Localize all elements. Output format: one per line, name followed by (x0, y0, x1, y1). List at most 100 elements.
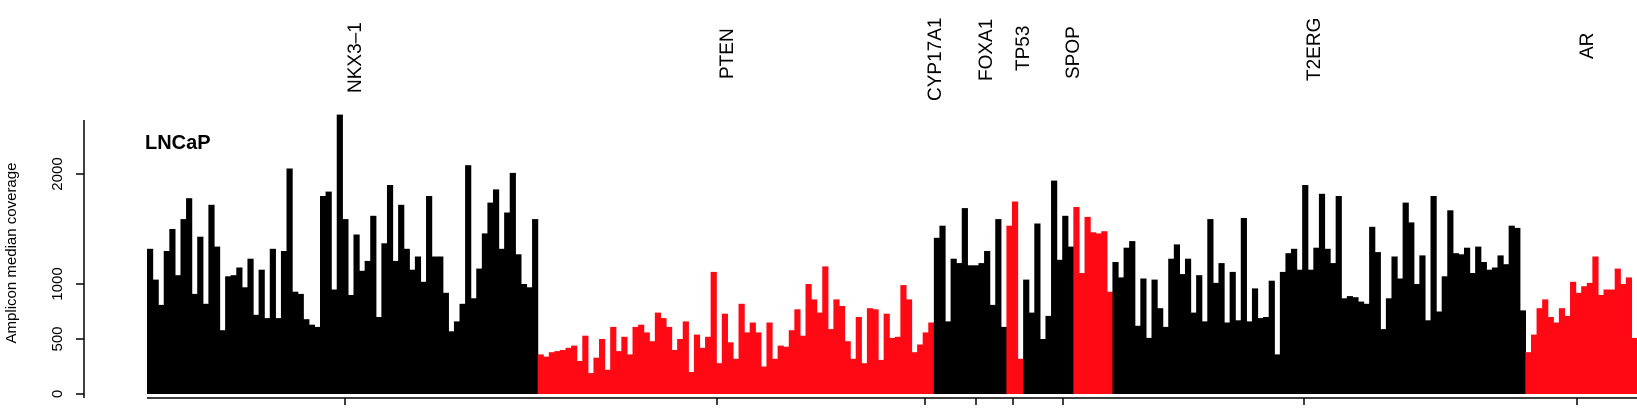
bar (615, 351, 622, 394)
bar (1246, 321, 1253, 394)
bar (1307, 269, 1314, 394)
bar (1162, 326, 1169, 394)
bar (827, 329, 834, 394)
bar (347, 295, 355, 394)
gene-label-cyp17a1: CYP17A1 (925, 18, 946, 101)
bar (1184, 258, 1192, 394)
bar (777, 345, 784, 394)
bar (1051, 180, 1058, 394)
bar (1212, 282, 1220, 394)
bar (1263, 317, 1270, 394)
bar (303, 319, 310, 394)
bar (1039, 339, 1047, 394)
bar (621, 336, 628, 394)
bar (314, 326, 321, 394)
bar (838, 306, 846, 394)
bar (1542, 299, 1549, 394)
y-axis-title: Amplicon median coverage (3, 163, 20, 344)
bar (559, 350, 567, 394)
y-axis: 0 500 1000 2000 (49, 120, 85, 398)
bar (1430, 196, 1437, 394)
bar (1318, 193, 1326, 394)
bar (481, 233, 489, 394)
bar (749, 322, 756, 394)
bar (509, 172, 516, 394)
bar (442, 292, 449, 394)
bar (331, 289, 338, 394)
bar (1218, 263, 1225, 394)
bar (1553, 322, 1560, 394)
bar (253, 314, 260, 394)
bar (1458, 254, 1465, 394)
bar (883, 313, 890, 394)
bar (1564, 315, 1571, 394)
bar (1581, 286, 1588, 394)
bar (1017, 358, 1024, 394)
bar (1625, 277, 1633, 394)
bar (465, 165, 472, 394)
bar (610, 326, 617, 394)
bar (1547, 317, 1554, 394)
bar (604, 369, 611, 394)
bar (169, 229, 176, 394)
bar (972, 265, 980, 394)
bar (414, 256, 422, 394)
bar (582, 335, 589, 394)
bar (515, 254, 522, 394)
bar (180, 219, 187, 394)
bar (1380, 329, 1387, 394)
bar (1090, 232, 1097, 394)
bar (1592, 256, 1599, 394)
bar (1190, 312, 1197, 394)
bar (1452, 253, 1460, 394)
bar (320, 196, 327, 394)
y-tick-label: 500 (49, 326, 66, 351)
bar (1609, 289, 1616, 394)
bar (359, 270, 366, 394)
bar (1397, 278, 1404, 394)
bars-layer (147, 114, 1637, 394)
bar (1112, 262, 1119, 394)
bar (1586, 282, 1593, 394)
bar (431, 256, 438, 394)
bar (186, 198, 193, 394)
bar (1436, 311, 1443, 394)
bar (498, 248, 505, 394)
x-axis (147, 397, 1637, 405)
bar (799, 335, 807, 394)
bar (1469, 273, 1476, 394)
bar (386, 185, 394, 394)
bar (654, 312, 662, 394)
bar (1620, 284, 1627, 394)
bar (504, 212, 511, 394)
bar (532, 219, 539, 394)
y-tick-label: 1000 (49, 267, 66, 300)
bar (1558, 308, 1566, 394)
bar (197, 236, 204, 394)
bar (269, 248, 276, 394)
bar (565, 347, 572, 394)
gene-label-ar: AR (1577, 33, 1598, 59)
bar (928, 322, 935, 394)
bar (1257, 318, 1264, 394)
bar (1084, 216, 1091, 394)
gene-label-nkx3-1: NKX3–1 (345, 22, 366, 93)
bar (922, 332, 929, 394)
bar (1503, 264, 1510, 394)
bar (693, 334, 701, 394)
gene-label-foxa1: FOXA1 (976, 19, 997, 81)
bar (649, 341, 656, 394)
bar (1229, 271, 1236, 394)
bar (855, 317, 862, 394)
bar (744, 332, 751, 394)
bar (984, 251, 991, 394)
bar (548, 352, 555, 394)
bar (1363, 303, 1370, 394)
bar (1062, 215, 1069, 394)
bar (822, 266, 829, 394)
bar (174, 275, 182, 394)
bar (593, 357, 600, 394)
bar (342, 219, 349, 394)
bar (1106, 291, 1114, 394)
